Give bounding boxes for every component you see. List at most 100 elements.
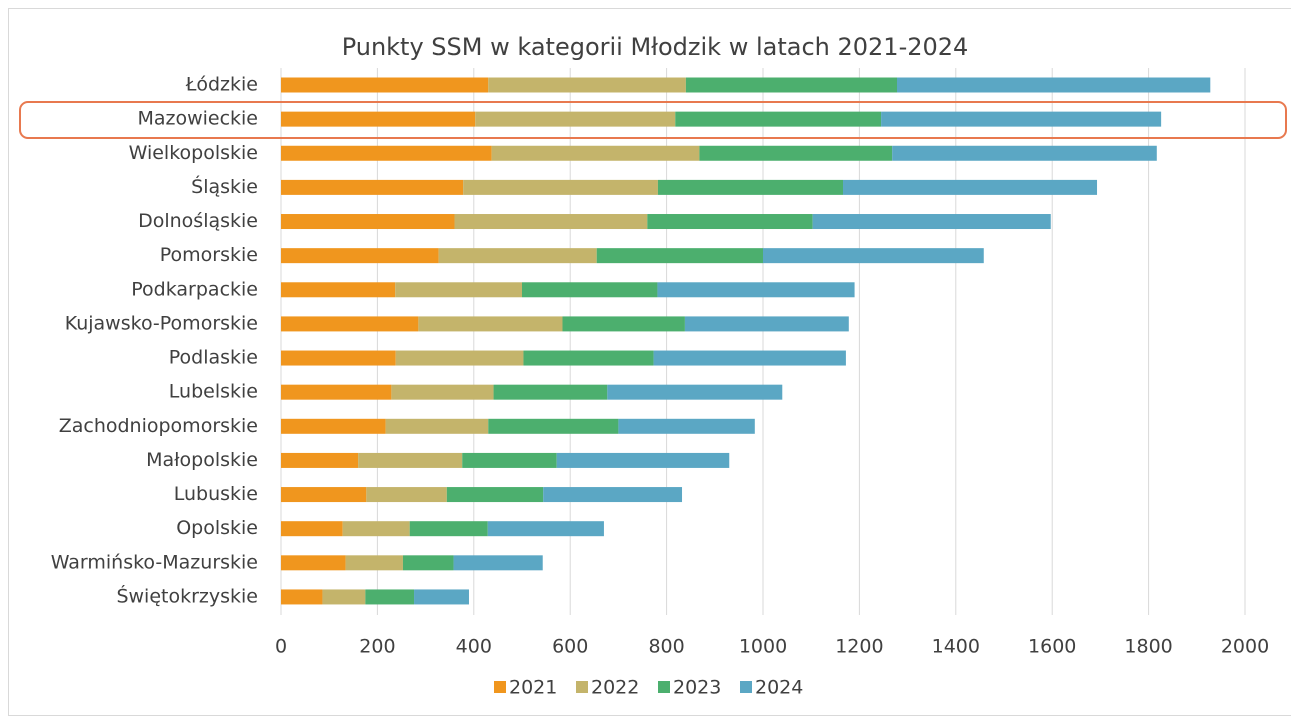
bar-segment	[342, 521, 410, 537]
bar-segment	[562, 316, 685, 332]
y-tick-label: Dolnośląskie	[138, 210, 258, 232]
legend-swatch	[740, 681, 752, 693]
y-tick-label: Małopolskie	[146, 449, 258, 471]
x-tick-label: 600	[552, 636, 588, 658]
highlight-box	[19, 101, 1287, 139]
y-tick-label: Pomorskie	[160, 244, 258, 266]
bar-segment	[281, 282, 396, 298]
bar-segment	[454, 214, 648, 230]
y-tick-label: Warmińsko-Mazurskie	[51, 551, 258, 573]
bar-segment	[684, 316, 849, 332]
bar-segment	[281, 316, 419, 332]
x-tick-label: 1000	[739, 636, 787, 658]
bar-segment	[281, 179, 464, 195]
y-tick-label: Zachodniopomorskie	[59, 415, 258, 437]
bar-segment	[657, 179, 844, 195]
bar-segment	[281, 418, 386, 434]
bar-segment	[395, 350, 524, 366]
legend-swatch	[658, 681, 670, 693]
bar-segment	[607, 384, 783, 400]
legend-swatch	[576, 681, 588, 693]
bar-segment	[596, 248, 763, 264]
y-tick-label: Śląskie	[191, 174, 258, 198]
x-tick-label: 1800	[1124, 636, 1172, 658]
legend-swatch	[494, 681, 506, 693]
bar-segment	[699, 145, 893, 161]
bar-segment	[281, 77, 489, 93]
bar-segment	[281, 145, 492, 161]
bar-segment	[475, 111, 676, 127]
bar-segment	[281, 384, 392, 400]
bar-segment	[523, 350, 654, 366]
legend-label: 2024	[755, 677, 803, 699]
bar-segment	[488, 418, 619, 434]
y-tick-label: Łódzkie	[185, 74, 258, 96]
bar-segment	[281, 214, 455, 230]
bar-segment	[493, 384, 608, 400]
bar-segment	[402, 555, 454, 571]
x-tick-label: 800	[648, 636, 684, 658]
bar-segment	[647, 214, 813, 230]
x-tick-label: 1400	[932, 636, 980, 658]
bar-segment	[438, 248, 597, 264]
bar-segment	[281, 452, 359, 468]
bar-segment	[409, 521, 488, 537]
bar-segment	[281, 248, 439, 264]
bar-segment	[685, 77, 897, 93]
bar-segment	[491, 145, 700, 161]
bar-segment	[896, 77, 1211, 93]
y-tick-label: Kujawsko-Pomorskie	[65, 312, 258, 334]
bars	[281, 77, 1211, 605]
bar-segment	[281, 521, 343, 537]
y-tick-label: Opolskie	[176, 517, 258, 539]
chart-title: Punkty SSM w kategorii Młodzik w latach …	[342, 33, 969, 61]
legend-label: 2022	[591, 677, 639, 699]
y-tick-label: Podkarpackie	[131, 278, 258, 300]
y-tick-label: Wielkopolskie	[129, 142, 258, 164]
bar-segment	[446, 487, 544, 503]
bar-segment	[462, 452, 557, 468]
bar-segment	[281, 350, 396, 366]
bar-segment	[281, 555, 346, 571]
bar-segment	[345, 555, 403, 571]
y-tick-label: Podlaskie	[169, 347, 258, 369]
bar-segment	[453, 555, 543, 571]
bar-segment	[522, 282, 658, 298]
bar-segment	[487, 521, 604, 537]
bar-segment	[281, 111, 476, 127]
x-tick-label: 1600	[1028, 636, 1076, 658]
bar-segment	[892, 145, 1157, 161]
bar-segment	[653, 350, 846, 366]
bar-segment	[418, 316, 563, 332]
bar-segment	[366, 487, 447, 503]
legend-label: 2023	[673, 677, 721, 699]
x-tick-label: 2000	[1221, 636, 1269, 658]
bar-segment	[556, 452, 730, 468]
x-tick-label: 400	[456, 636, 492, 658]
x-tick-label: 0	[275, 636, 287, 658]
y-tick-label: Lubelskie	[169, 381, 258, 403]
legend-label: 2021	[509, 677, 557, 699]
bar-segment	[763, 248, 984, 264]
bar-segment	[281, 589, 323, 605]
bar-segment	[488, 77, 686, 93]
y-tick-label: Lubuskie	[174, 483, 258, 505]
bar-segment	[281, 487, 367, 503]
bar-segment	[358, 452, 463, 468]
bar-segment	[843, 179, 1098, 195]
bar-segment	[812, 214, 1051, 230]
bar-segment	[881, 111, 1162, 127]
y-tick-label: Mazowieckie	[137, 108, 258, 130]
x-tick-label: 1200	[835, 636, 883, 658]
bar-segment	[365, 589, 415, 605]
bar-segment	[657, 282, 855, 298]
bar-segment	[463, 179, 658, 195]
bar-segment	[385, 418, 489, 434]
x-tick-label: 200	[359, 636, 395, 658]
bar-segment	[322, 589, 366, 605]
bar-segment	[414, 589, 469, 605]
y-tick-label: Świętokrzyskie	[116, 583, 258, 607]
bar-segment	[395, 282, 522, 298]
bar-segment	[618, 418, 755, 434]
